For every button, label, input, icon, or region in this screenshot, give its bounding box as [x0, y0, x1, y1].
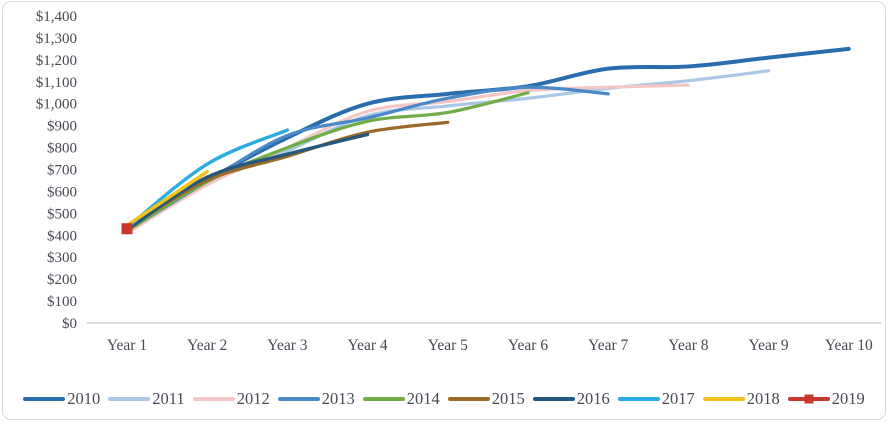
legend-swatch-2016: [532, 397, 575, 401]
series-line-2014: [125, 91, 530, 233]
legend-item-2019: 2019: [787, 388, 865, 408]
legend-label-2012: 2012: [236, 388, 270, 408]
legend-swatch-2012: [192, 397, 235, 401]
y-axis-tick-label: $1,200: [36, 53, 77, 69]
legend-item-2017: 2017: [617, 388, 695, 408]
x-axis-category-label: Year 6: [508, 337, 548, 354]
y-axis-tick-label: $600: [47, 184, 77, 200]
legend-swatch-2011: [108, 397, 151, 401]
series-line-2012: [125, 83, 690, 235]
y-axis-tick-label: $1,400: [36, 9, 77, 25]
y-axis-tick-label: $500: [47, 206, 77, 222]
series-marker-2019: [121, 223, 133, 235]
x-axis-category-label: Year 2: [187, 337, 227, 354]
x-axis-category-label: Year 4: [347, 337, 387, 354]
legend-item-2014: 2014: [362, 388, 440, 408]
legend-swatch-2015: [447, 397, 490, 401]
legend-item-2012: 2012: [192, 388, 270, 408]
legend-item-2016: 2016: [532, 388, 610, 408]
y-axis-tick-label: $100: [47, 294, 77, 310]
legend-swatch-2013: [277, 397, 320, 401]
y-axis-tick-label: $900: [47, 119, 77, 135]
legend-swatch-2018: [702, 397, 745, 401]
y-axis-tick-label: $400: [47, 228, 77, 244]
legend-item-2013: 2013: [277, 388, 355, 408]
legend-item-2018: 2018: [702, 388, 780, 408]
y-axis-tick-label: $300: [47, 250, 77, 266]
legend-label-2015: 2015: [491, 388, 525, 408]
y-axis-tick-label: $1,300: [36, 31, 77, 47]
legend-label-2017: 2017: [661, 388, 695, 408]
x-axis-category-label: Year 3: [267, 337, 307, 354]
y-axis-tick-label: $0: [62, 316, 77, 332]
x-axis-category-label: Year 10: [825, 337, 873, 354]
legend-label-2010: 2010: [67, 388, 101, 408]
series-line-2018: [125, 169, 209, 228]
legend-item-2011: 2011: [108, 388, 185, 408]
legend-swatch-2017: [617, 397, 660, 401]
legend-label-2018: 2018: [746, 388, 780, 408]
chart-card: $0 $100 $200 $300 $400 $500 $600 $700 $800 $900 $1…: [2, 1, 886, 420]
legend-swatch-2014: [362, 397, 405, 401]
series-line-2016: [125, 132, 370, 232]
x-axis-category-label: Year 7: [588, 337, 628, 354]
series-line-2013: [125, 85, 610, 233]
legend-marker-square-2019: [804, 394, 814, 404]
legend-label-2011: 2011: [152, 388, 185, 408]
legend-swatch-2019: [787, 394, 830, 404]
x-axis-category-label: Year 8: [668, 337, 708, 354]
chart-legend: 2010 2011 2012 2013 2014 2015 2016 2017 2018 2019: [3, 387, 885, 411]
y-axis-tick-label: $800: [47, 141, 77, 157]
legend-item-2015: 2015: [447, 388, 525, 408]
y-axis-tick-label: $1,000: [36, 97, 77, 113]
x-axis-category-label: Year 5: [428, 337, 468, 354]
x-axis-category-label: Year 1: [107, 337, 147, 354]
y-axis-tick-label: $1,100: [36, 75, 77, 91]
legend-label-2013: 2013: [321, 388, 355, 408]
x-axis-category-label: Year 9: [748, 337, 788, 354]
y-axis-tick-label: $700: [47, 163, 77, 179]
legend-item-2010: 2010: [23, 388, 101, 408]
legend-label-2014: 2014: [406, 388, 440, 408]
line-chart: $0 $100 $200 $300 $400 $500 $600 $700 $800 $900 $1…: [36, 9, 881, 354]
y-axis-tick-label: $200: [47, 272, 77, 288]
legend-label-2019: 2019: [831, 388, 865, 408]
legend-label-2016: 2016: [576, 388, 610, 408]
series-line-2010: [125, 46, 851, 233]
legend-swatch-2010: [23, 397, 66, 401]
